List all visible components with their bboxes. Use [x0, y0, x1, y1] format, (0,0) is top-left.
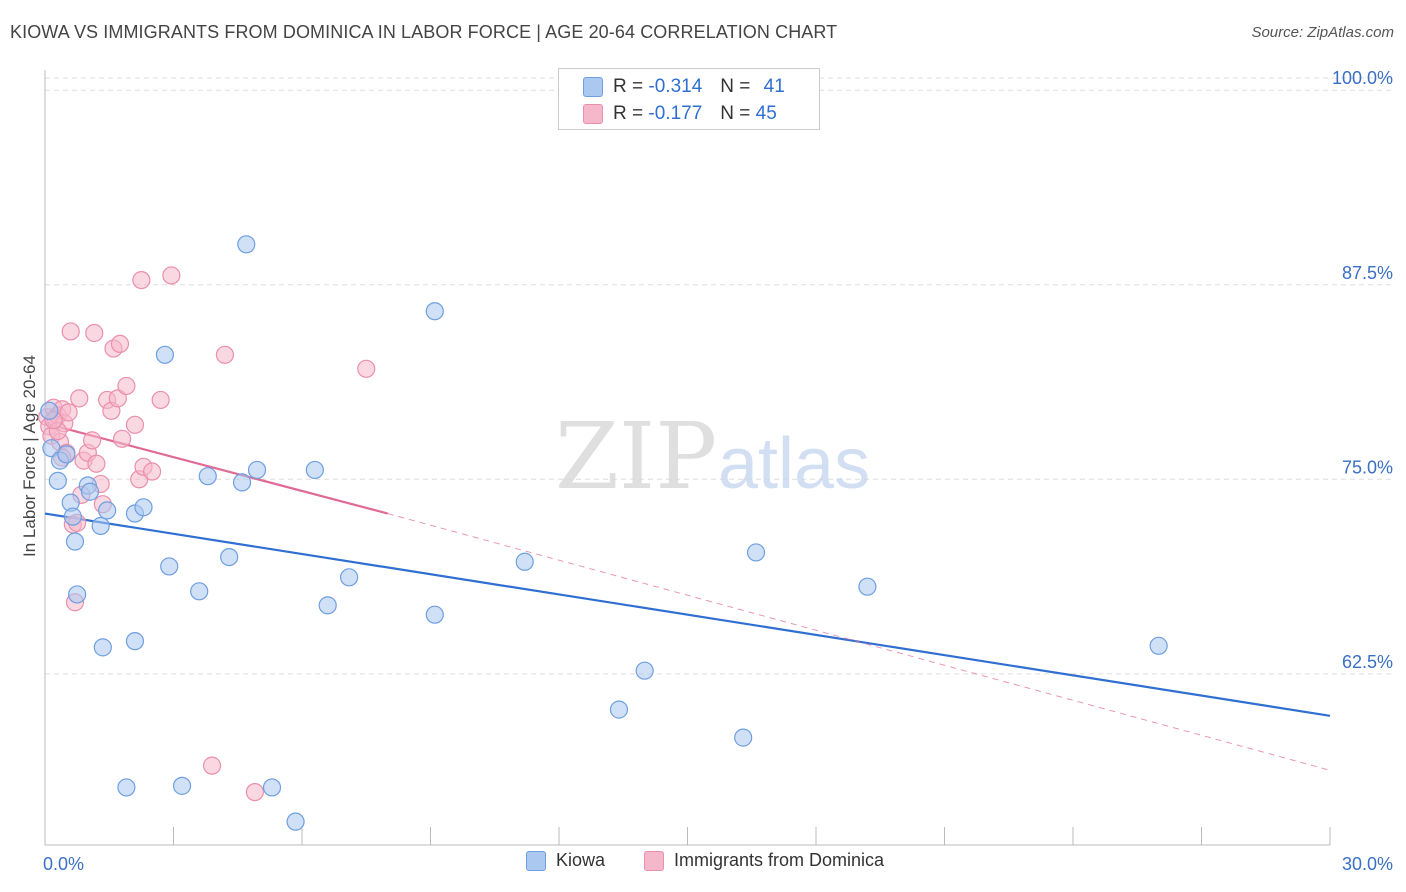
kiowa-point-29: [515, 552, 534, 571]
kiowa-point-25: [318, 596, 337, 615]
watermark-atlas: atlas: [718, 424, 870, 504]
kiowa-point-31: [635, 661, 654, 680]
y-tick-label-3: 100.0%: [1332, 68, 1393, 88]
dominica-point-24: [108, 389, 127, 408]
kiowa-swatch: [583, 77, 603, 97]
kiowa-point-30: [609, 700, 629, 719]
dominica-point-17: [83, 431, 102, 450]
kiowa-point-40: [48, 471, 67, 490]
dominica-point-27: [117, 376, 136, 396]
points-layer: [38, 235, 1168, 831]
dominica-r-value: -0.177: [648, 103, 703, 124]
chart-source: Source: ZipAtlas.com: [1251, 24, 1394, 41]
kiowa-point-23: [247, 460, 267, 480]
kiowa-point-15: [125, 632, 145, 651]
dominica-point-33: [151, 390, 170, 410]
dominica-point-14: [70, 389, 89, 408]
kiowa-r-value: -0.314: [648, 76, 703, 97]
kiowa-point-27: [425, 302, 444, 321]
dominica-trend-line: [44, 422, 388, 515]
correlation-legend: R = -0.314 N = 41 R = -0.177 N = 45: [558, 68, 820, 130]
kiowa-point-22: [237, 235, 256, 254]
kiowa-point-6: [65, 532, 85, 551]
kiowa-point-34: [858, 577, 877, 596]
dominica-point-26: [112, 429, 132, 448]
x-tick-label-0: 0.0%: [43, 854, 84, 874]
axis-layer: [44, 70, 1331, 846]
dominica-point-36: [215, 345, 234, 364]
kiowa-point-26: [340, 568, 359, 587]
dominica-point-35: [202, 756, 222, 775]
legend-item-kiowa[interactable]: Kiowa: [526, 850, 605, 871]
kiowa-legend-swatch: [526, 850, 546, 871]
kiowa-point-20: [220, 547, 239, 567]
kiowa-point-12: [93, 638, 112, 657]
dominica-point-25: [110, 334, 130, 353]
kiowa-point-39: [286, 812, 305, 831]
kiowa-point-9: [80, 482, 100, 501]
kiowa-point-11: [98, 501, 117, 520]
kiowa-n-label: N =: [720, 76, 751, 97]
dominica-point-38: [357, 359, 376, 378]
dominica-point-40: [59, 403, 78, 422]
kiowa-n-value: 41: [763, 76, 785, 97]
dominica-point-37: [245, 782, 264, 802]
kiowa-point-32: [734, 728, 753, 747]
dominica-point-28: [125, 415, 145, 434]
grid-layer: [45, 77, 1395, 675]
dominica-legend-label: Immigrants from Dominica: [674, 850, 885, 870]
chart-title: KIOWA VS IMMIGRANTS FROM DOMINICA IN LAB…: [10, 22, 838, 42]
kiowa-point-0: [40, 401, 59, 420]
dominica-point-10: [61, 322, 80, 341]
legend-row-dominica: R = -0.177 N = 45: [583, 102, 777, 126]
kiowa-point-19: [198, 467, 217, 486]
watermark: ZIP atlas: [555, 403, 870, 510]
dominica-r-label: R =: [613, 103, 644, 124]
kiowa-point-18: [190, 582, 209, 601]
dominica-n-value: 45: [755, 103, 777, 124]
y-tick-label-1: 75.0%: [1342, 457, 1393, 477]
legend-row-kiowa: R = -0.314 N = 41: [583, 75, 785, 99]
kiowa-point-24: [305, 460, 324, 480]
kiowa-legend-label: Kiowa: [556, 850, 606, 870]
dominica-legend-swatch: [644, 850, 664, 871]
dominica-point-31: [142, 462, 162, 481]
y-tick-label-2: 87.5%: [1342, 263, 1393, 283]
trend-layer: [44, 422, 1331, 771]
kiowa-point-21: [232, 473, 252, 492]
dominica-point-18: [85, 323, 104, 343]
x-tick-label-1: 30.0%: [1342, 854, 1393, 874]
kiowa-r-label: R =: [613, 76, 644, 97]
kiowa-point-16: [155, 345, 175, 364]
bottom-legend: Kiowa Immigrants from Dominica: [0, 850, 1406, 880]
kiowa-point-14: [134, 498, 153, 517]
dominica-point-42: [87, 454, 106, 473]
kiowa-point-10: [91, 516, 110, 536]
dominica-point-32: [132, 270, 151, 290]
y-tick-label-0: 62.5%: [1342, 652, 1393, 672]
tick-label-layer: 62.5% 75.0% 87.5% 100.0% 0.0% 30.0%: [43, 68, 1393, 874]
kiowa-point-36: [117, 778, 136, 797]
dominica-point-34: [162, 266, 181, 285]
kiowa-point-17: [160, 557, 179, 576]
dominica-trend-extension: [387, 513, 1331, 771]
kiowa-point-5: [63, 507, 82, 526]
legend-item-dominica[interactable]: Immigrants from Dominica: [644, 850, 884, 871]
kiowa-point-33: [746, 543, 766, 562]
watermark-zip: ZIP: [555, 403, 717, 510]
kiowa-point-38: [262, 778, 282, 797]
kiowa-point-3: [57, 445, 76, 464]
kiowa-point-37: [172, 776, 192, 795]
dominica-n-label: N =: [720, 103, 751, 124]
kiowa-point-35: [1149, 636, 1168, 655]
kiowa-point-28: [425, 605, 444, 624]
dominica-swatch: [583, 104, 603, 124]
kiowa-trend-line: [44, 512, 1331, 717]
kiowa-point-7: [68, 585, 87, 604]
